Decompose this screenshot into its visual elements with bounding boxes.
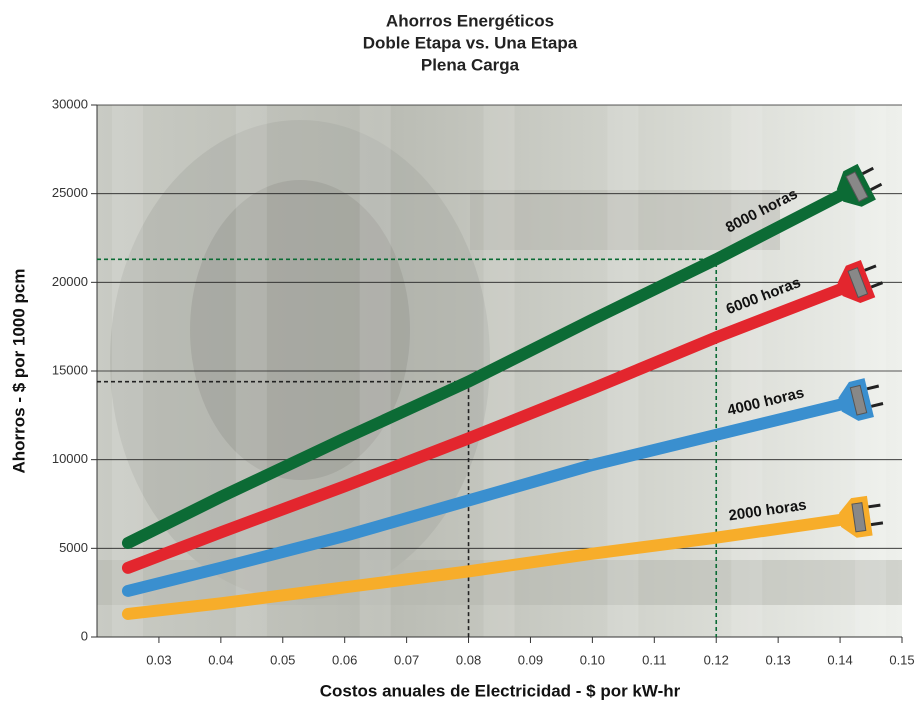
series-line xyxy=(121,189,847,550)
plug-pin xyxy=(870,182,883,192)
x-tick-label: 0.04 xyxy=(208,652,233,667)
x-tick-label: 0.14 xyxy=(827,652,852,667)
x-tick-label: 0.08 xyxy=(456,652,481,667)
series-line xyxy=(121,283,847,574)
plug-pin xyxy=(861,166,874,176)
x-tick-label: 0.12 xyxy=(704,652,729,667)
x-tick-label: 0.05 xyxy=(270,652,295,667)
x-tick-label: 0.15 xyxy=(889,652,914,667)
y-tick-label: 5000 xyxy=(59,540,88,555)
x-tick-label: 0.09 xyxy=(518,652,543,667)
plug-face xyxy=(845,171,869,203)
y-axis-title: Ahorros - $ por 1000 pcm xyxy=(9,268,28,473)
plug-pin xyxy=(868,503,881,509)
y-tick-label: 0 xyxy=(81,628,88,643)
plug-pin xyxy=(870,521,884,527)
y-tick-label: 10000 xyxy=(52,451,88,466)
chart-title: Ahorros Energéticos xyxy=(386,11,554,30)
plug xyxy=(836,163,883,207)
y-tick-label: 30000 xyxy=(52,96,88,111)
y-tick-label: 25000 xyxy=(52,185,88,200)
x-tick-label: 0.03 xyxy=(146,652,171,667)
chart-title: Doble Etapa vs. Una Etapa xyxy=(363,33,578,52)
series-line xyxy=(121,398,847,597)
series-line xyxy=(121,513,847,620)
plug-pin xyxy=(870,281,884,289)
plug xyxy=(838,378,884,421)
chart-title: Plena Carga xyxy=(421,55,520,74)
x-tick-label: 0.07 xyxy=(394,652,419,667)
y-tick-label: 15000 xyxy=(52,362,88,377)
plug-face xyxy=(851,502,867,533)
plug-pin xyxy=(866,384,880,391)
plug-pin xyxy=(864,264,877,272)
x-axis-title: Costos anuales de Electricidad - $ por k… xyxy=(320,681,681,700)
plug-face xyxy=(849,384,868,416)
plug-pin xyxy=(870,402,884,408)
x-tick-label: 0.11 xyxy=(642,652,666,667)
x-tick-label: 0.10 xyxy=(580,652,605,667)
x-tick-label: 0.13 xyxy=(765,652,790,667)
y-tick-label: 20000 xyxy=(52,274,88,289)
x-tick-label: 0.06 xyxy=(332,652,357,667)
plug-face xyxy=(847,267,869,299)
plug xyxy=(839,495,884,538)
plug xyxy=(837,259,884,304)
